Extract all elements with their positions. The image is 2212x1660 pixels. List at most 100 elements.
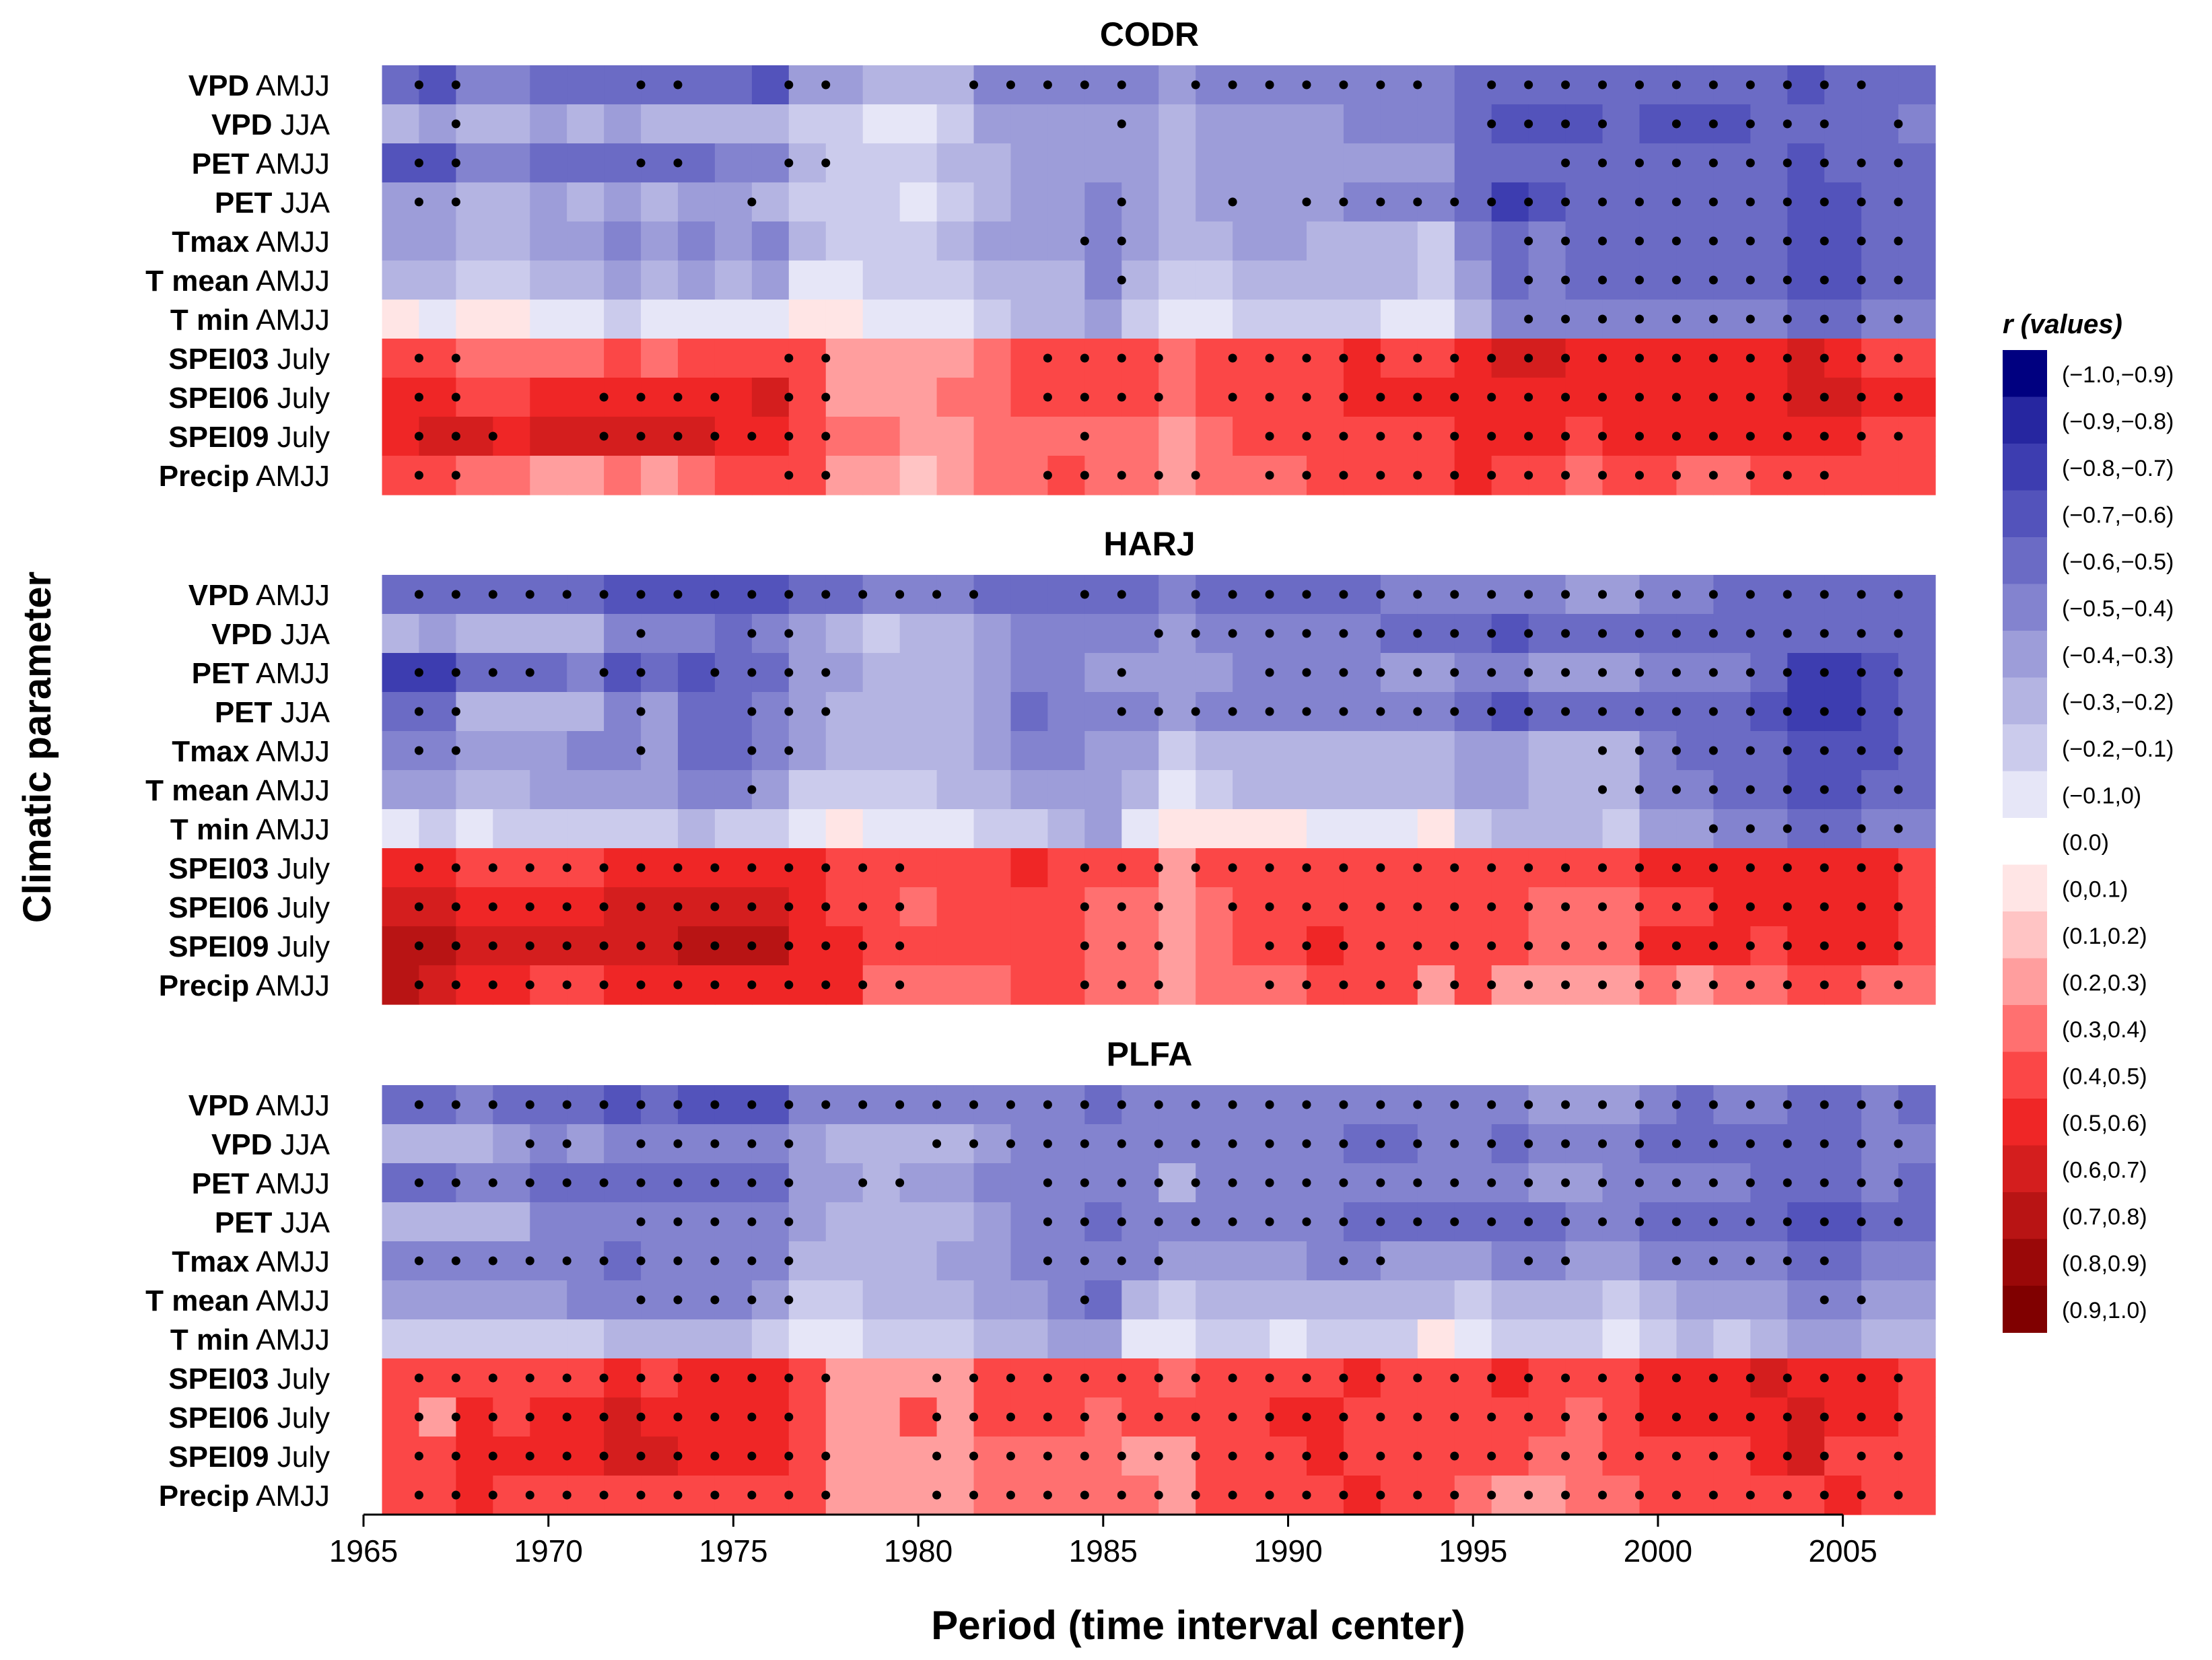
significance-dot (1561, 629, 1570, 638)
heatmap-cell (382, 1124, 420, 1164)
significance-dot (451, 471, 460, 480)
heatmap-cell (936, 417, 975, 456)
heatmap-cell (1750, 378, 1788, 417)
heatmap-cell (1121, 1202, 1159, 1242)
significance-dot (1746, 1139, 1755, 1148)
heatmap-cell (788, 182, 827, 222)
significance-dot (1524, 1178, 1533, 1187)
heatmap-cell (1270, 182, 1307, 222)
significance-dot (636, 392, 646, 402)
heatmap-cell (1270, 848, 1307, 888)
significance-dot (673, 980, 683, 990)
heatmap-cell (1787, 1202, 1825, 1242)
heatmap-cell (678, 65, 716, 105)
heatmap-cell (714, 182, 753, 222)
heatmap-cell (1307, 926, 1344, 966)
heatmap-cell (567, 809, 604, 849)
significance-dot (1228, 1490, 1237, 1500)
heatmap-cell (1454, 65, 1492, 105)
heatmap-cell (1639, 1397, 1678, 1437)
heatmap-cell (788, 378, 827, 417)
significance-dot (1857, 197, 1866, 207)
heatmap-cell (493, 926, 530, 966)
heatmap-cell (382, 143, 420, 183)
heatmap-cell (899, 1397, 938, 1437)
heatmap-cell (973, 1163, 1012, 1203)
heatmap-cell (1159, 965, 1196, 1005)
heatmap-cell (1491, 692, 1529, 732)
significance-dot (1117, 353, 1126, 363)
heatmap-cell (1084, 770, 1122, 810)
heatmap-cell (788, 965, 827, 1005)
heatmap-cell (1713, 1319, 1751, 1359)
heatmap-cell (382, 1280, 420, 1320)
row-label: SPEI09 July (168, 421, 330, 454)
heatmap-cell (825, 1437, 864, 1476)
significance-dot (1894, 431, 1903, 441)
heatmap-cell (1343, 692, 1381, 732)
heatmap-cell (1824, 1476, 1862, 1515)
heatmap-cell (456, 1319, 493, 1359)
heatmap-cell (1898, 1397, 1936, 1437)
significance-dot (1450, 1490, 1459, 1500)
significance-dot (1708, 629, 1718, 638)
significance-dot (747, 1451, 757, 1461)
significance-dot (1708, 863, 1718, 872)
significance-dot (1302, 1451, 1311, 1461)
heatmap-cell (1307, 221, 1344, 261)
heatmap-cell (936, 848, 975, 888)
heatmap-cell (1824, 221, 1862, 261)
heatmap-cell (382, 378, 420, 417)
significance-dot (1598, 119, 1608, 129)
heatmap-cell (899, 65, 938, 105)
heatmap-cell (1270, 221, 1307, 261)
significance-dot (1376, 1256, 1385, 1266)
heatmap-cell (751, 261, 790, 300)
heatmap-cell (382, 1358, 420, 1398)
heatmap-cell (1639, 926, 1678, 966)
heatmap-cell (604, 456, 642, 495)
heatmap-cell (1602, 300, 1640, 339)
significance-dot (1487, 1217, 1496, 1226)
significance-dot (1524, 1373, 1533, 1383)
significance-dot (1376, 902, 1385, 911)
heatmap-cell (1787, 1358, 1825, 1398)
heatmap-cell (1307, 456, 1344, 495)
significance-dot (1671, 119, 1681, 129)
significance-dot (673, 1451, 683, 1461)
heatmap-cell (1824, 182, 1862, 222)
significance-dot (1634, 197, 1644, 207)
heatmap-cell (1676, 339, 1714, 378)
significance-dot (1820, 980, 1829, 990)
heatmap-cell (1528, 887, 1566, 927)
heatmap-cell (1084, 300, 1122, 339)
heatmap-cell (1196, 1163, 1233, 1203)
significance-dot (1228, 392, 1237, 402)
significance-dot (1708, 119, 1718, 129)
legend-label: (−0.9,−0.8) (2062, 409, 2174, 434)
significance-dot (525, 1373, 534, 1383)
heatmap-cell (788, 1124, 827, 1164)
significance-dot (1080, 1100, 1089, 1109)
significance-dot (1043, 1451, 1052, 1461)
significance-dot (1598, 158, 1608, 168)
heatmap-cell (714, 300, 753, 339)
significance-dot (673, 1256, 683, 1266)
heatmap-cell (1084, 653, 1122, 693)
significance-dot (1820, 314, 1829, 324)
heatmap-cell (1196, 1437, 1233, 1476)
heatmap-cell (678, 143, 716, 183)
heatmap-cell (567, 731, 604, 771)
heatmap-cell (1565, 143, 1603, 183)
significance-dot (1746, 431, 1755, 441)
heatmap-cell (1824, 653, 1862, 693)
heatmap-cell (825, 1085, 864, 1125)
heatmap-cell (936, 1319, 975, 1359)
significance-dot (1302, 1100, 1311, 1109)
heatmap-cell (788, 1163, 827, 1203)
heatmap-cell (1750, 965, 1788, 1005)
heatmap-cell (1417, 417, 1455, 456)
significance-dot (451, 119, 460, 129)
significance-dot (1524, 668, 1533, 677)
heatmap-cell (1861, 965, 1899, 1005)
